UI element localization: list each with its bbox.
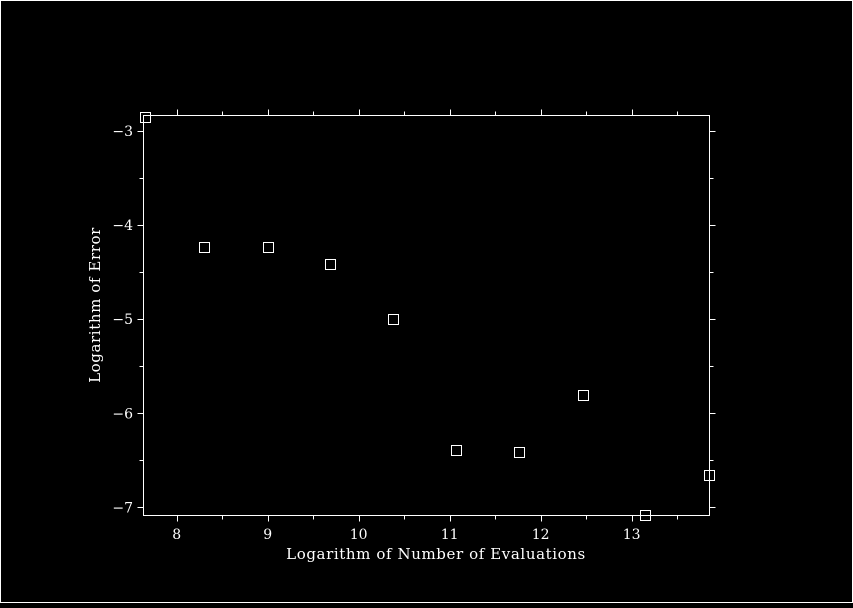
y-tick-label: −3 (112, 124, 133, 140)
plot-frame (143, 115, 710, 516)
x-axis-title: Logarithm of Number of Evaluations (286, 545, 586, 563)
data-point (325, 259, 336, 270)
x-tick-label: 8 (172, 527, 181, 543)
tick-labels: 8 9 10 11 12 13 −3 −4 −5 −6 −7 (112, 124, 640, 543)
data-point (704, 470, 715, 481)
x-tick-label: 12 (532, 527, 550, 543)
y-tick-label: −6 (112, 406, 133, 422)
data-points (140, 112, 715, 521)
x-tick-label: 10 (350, 527, 368, 543)
y-tick-label: −5 (112, 312, 133, 328)
x-tick-label: 9 (263, 527, 272, 543)
axis-ticks (137, 109, 716, 522)
data-point (451, 445, 462, 456)
y-tick-label: −4 (112, 218, 133, 234)
data-point (140, 112, 151, 123)
y-axis-title: Logarithm of Error (86, 227, 104, 383)
y-tick-label: −7 (112, 500, 133, 516)
data-point (640, 510, 651, 521)
x-tick-label: 13 (623, 527, 641, 543)
data-point (199, 242, 210, 253)
x-tick-label: 11 (441, 527, 459, 543)
data-point (578, 390, 589, 401)
data-point (263, 242, 274, 253)
data-point (388, 314, 399, 325)
data-point (514, 447, 525, 458)
